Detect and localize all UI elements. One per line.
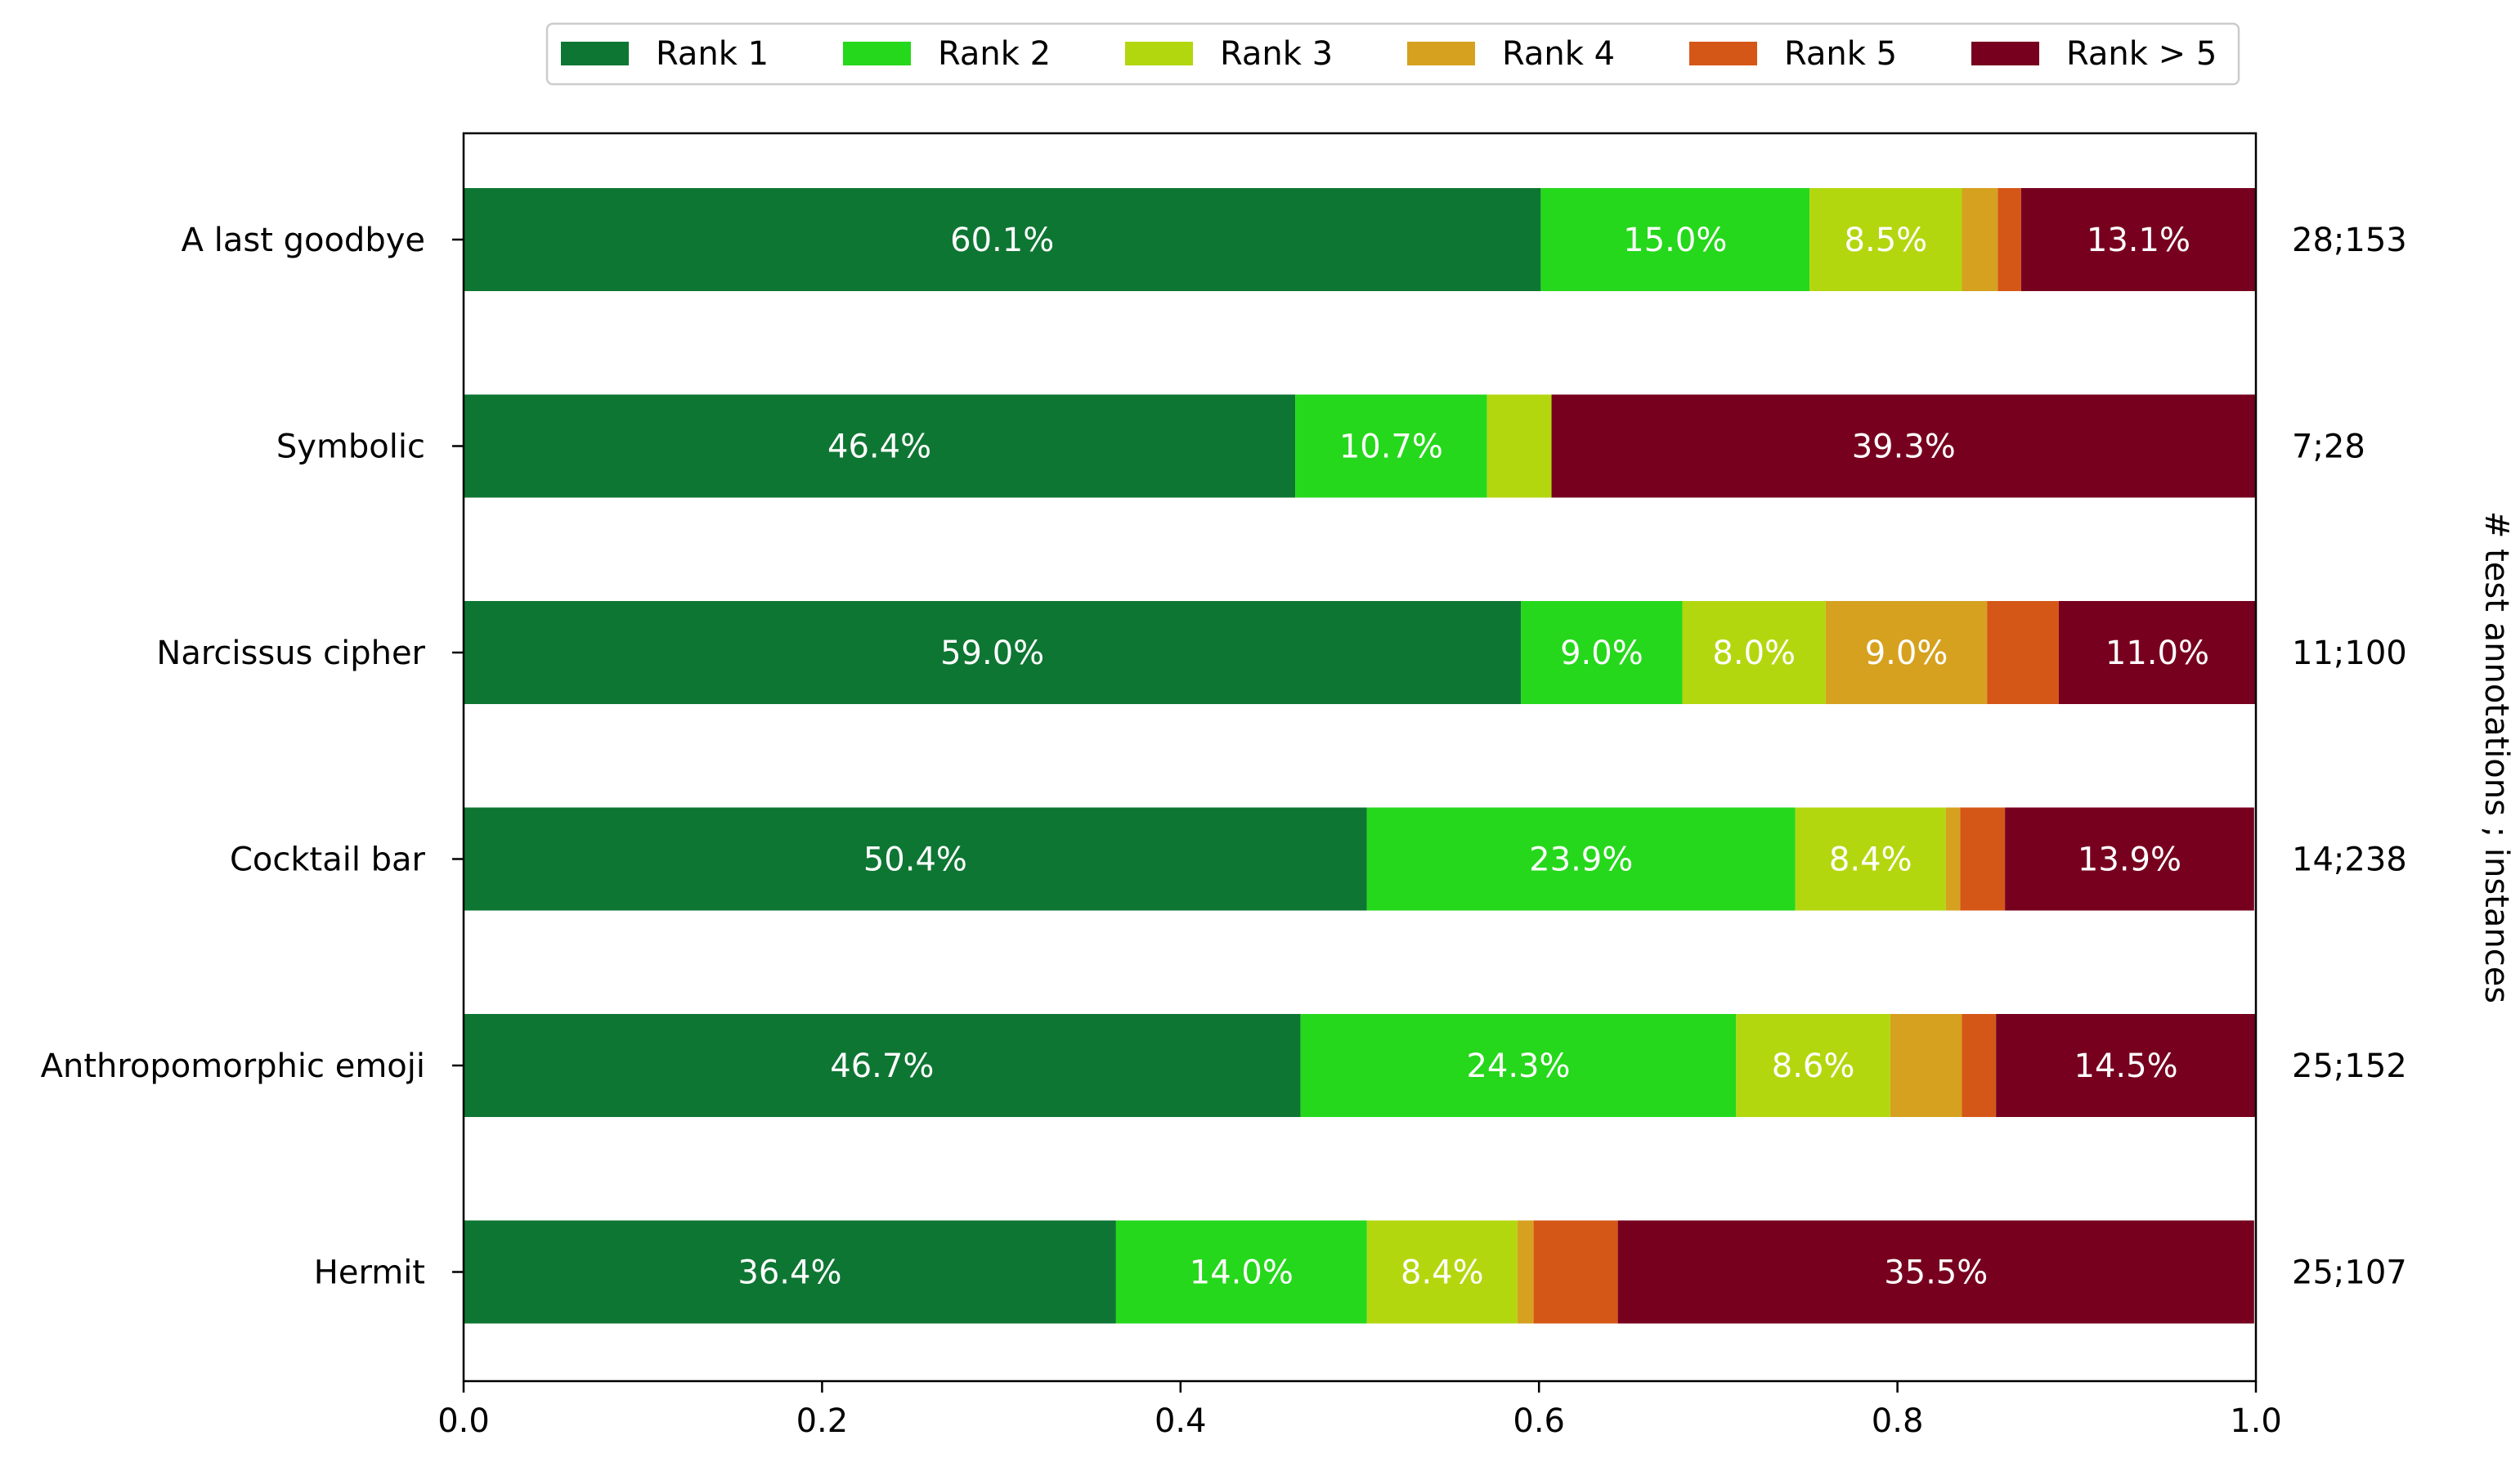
bar-value-label: 39.3% — [1852, 428, 1956, 466]
bar-segment — [1825, 601, 1988, 704]
bar-segment — [464, 1220, 1116, 1324]
right-count-label: 7;28 — [2292, 428, 2365, 466]
bar-segment — [1540, 188, 1810, 291]
bar-segment — [1962, 188, 1998, 291]
legend-box — [545, 22, 2240, 86]
bar-value-label: 13.9% — [2078, 841, 2181, 879]
bar-segment — [1115, 1220, 1367, 1324]
bar-segment — [1890, 1014, 1962, 1117]
category-label: Symbolic — [276, 428, 425, 466]
category-label: Cocktail bar — [230, 841, 426, 879]
bar-value-label: 9.0% — [1560, 635, 1643, 672]
bar-segment — [1960, 807, 2006, 911]
right-count-label: 25;107 — [2292, 1254, 2407, 1292]
bar-segment — [1486, 394, 1552, 498]
bar-value-label: 36.4% — [738, 1254, 841, 1292]
bar-segment — [1996, 1014, 2256, 1117]
bar-value-label: 8.4% — [1401, 1254, 1484, 1292]
bar-segment — [1517, 1220, 1534, 1324]
legend-swatch — [843, 42, 911, 65]
x-tick-label: 0.6 — [1513, 1402, 1565, 1440]
x-tick-label: 0.8 — [1872, 1402, 1924, 1440]
axes: A last goodbye 28;153 Symbolic 7;28 Narcissu… — [41, 222, 2407, 1440]
bar-value-label: 14.5% — [2074, 1048, 2178, 1085]
legend-label: Rank > 5 — [2066, 35, 2217, 73]
bar-segment — [2058, 601, 2256, 704]
x-tick-label: 0.2 — [796, 1402, 849, 1440]
bar-value-label: 59.0% — [940, 635, 1044, 672]
bar-segment — [1617, 1220, 2254, 1324]
bar-value-label: 50.4% — [863, 841, 967, 879]
bar-segment — [1962, 1014, 1997, 1117]
bar-segment — [1366, 1220, 1518, 1324]
x-tick-label: 1.0 — [2230, 1402, 2282, 1440]
bar-segment — [464, 394, 1296, 498]
bar-segment — [464, 807, 1367, 911]
bar-value-label: 13.1% — [2087, 222, 2190, 259]
legend-label: Rank 4 — [1502, 35, 1615, 73]
bar-segment — [1809, 188, 1962, 291]
bar-value-label: 60.1% — [950, 222, 1054, 259]
right-count-label: 11;100 — [2292, 635, 2407, 672]
bar-value-label: 10.7% — [1339, 428, 1443, 466]
x-tick-label: 0.4 — [1155, 1402, 1207, 1440]
right-axis-label: # test annotations ; instances — [2477, 511, 2515, 1003]
bar-value-label: 11.0% — [2105, 635, 2209, 672]
bars — [464, 188, 2256, 1324]
category-label: Hermit — [314, 1254, 425, 1292]
plot-frame — [462, 132, 2258, 1383]
bar-value-label: 9.0% — [1865, 635, 1948, 672]
legend-swatch — [1407, 42, 1475, 65]
bar-segment — [1366, 807, 1796, 911]
bar-segment — [1521, 601, 1683, 704]
bar-segment — [464, 1014, 1301, 1117]
bar-value-label: 46.7% — [830, 1048, 934, 1085]
right-count-label: 25;152 — [2292, 1048, 2407, 1085]
bar-segment — [1795, 807, 1946, 911]
legend-label: Rank 5 — [1784, 35, 1897, 73]
bar-value-label: 8.0% — [1712, 635, 1796, 672]
right-count-label: 14;238 — [2292, 841, 2407, 879]
category-label: Narcissus cipher — [156, 635, 425, 672]
legend-label: Rank 3 — [1220, 35, 1333, 73]
bar-segment — [1945, 807, 1961, 911]
legend-swatch — [1971, 42, 2039, 65]
legend-swatch — [1125, 42, 1193, 65]
bar-value-label: 15.0% — [1623, 222, 1727, 259]
bar-segment — [1736, 1014, 1890, 1117]
x-tick-label: 0.0 — [437, 1402, 490, 1440]
bar-segment — [464, 188, 1541, 291]
bar-value-label: 35.5% — [1884, 1254, 1988, 1292]
legend-label: Rank 1 — [656, 35, 769, 73]
category-label: Anthropomorphic emoji — [41, 1048, 425, 1085]
right-count-label: 28;153 — [2292, 222, 2407, 259]
category-label: A last goodbye — [182, 222, 425, 259]
bar-segment — [1300, 1014, 1737, 1117]
bar-value-label: 46.4% — [827, 428, 931, 466]
bar-value-label: 24.3% — [1466, 1048, 1570, 1085]
bar-segment — [464, 601, 1522, 704]
bar-segment — [2020, 188, 2256, 291]
legend: Rank 1 Rank 2 Rank 3 Rank 4 Rank 5 Rank > 5 — [545, 22, 2240, 86]
bar-segment — [1533, 1220, 1618, 1324]
legend-swatch — [561, 42, 629, 65]
bar-segment — [1551, 394, 2256, 498]
bar-value-label: 8.5% — [1845, 222, 1928, 259]
bar-segment — [2005, 807, 2254, 911]
bar-value-label: 8.6% — [1772, 1048, 1855, 1085]
legend-label: Rank 2 — [938, 35, 1051, 73]
bar-segment — [1295, 394, 1487, 498]
bar-value-label: 14.0% — [1190, 1254, 1294, 1292]
bar-segment — [1682, 601, 1826, 704]
bar-value-label: 8.4% — [1829, 841, 1912, 879]
bar-value-label: 23.9% — [1529, 841, 1633, 879]
bar-segment — [1998, 188, 2021, 291]
legend-swatch — [1689, 42, 1757, 65]
bar-value-labels: 60.1% 15.0% 8.5% 13.1% 46.4% 10.7% 39.3% 59.0% 9… — [738, 222, 2209, 1292]
bar-segment — [1987, 601, 2059, 704]
